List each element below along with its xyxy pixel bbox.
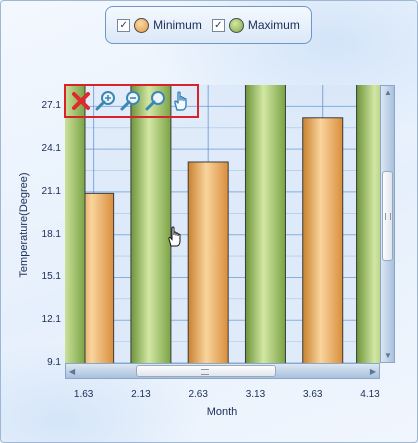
legend: ✓ Minimum ✓ Maximum [105,6,312,44]
legend-item-maximum[interactable]: ✓ Maximum [211,17,300,33]
y-axis-title: Temperature(Degree) [18,172,30,278]
vertical-scroll-thumb[interactable] [382,171,393,261]
x-tick-label: 1.63 [73,389,94,400]
y-tick-label: 21.1 [41,185,61,197]
zoom-toolbar [64,84,199,118]
minimum-checkbox[interactable]: ✓ [117,18,131,32]
x-tick-label: 2.63 [188,389,208,400]
horizontal-scrollbar[interactable]: ◀ ▶ [65,363,380,379]
bar-maximum [244,85,286,363]
y-tick-label: 27.1 [41,100,61,112]
zoom-in-icon[interactable] [94,89,118,113]
y-tick-label: 12.1 [41,314,61,326]
x-tick-label: 3.13 [245,389,266,400]
pan-hand-icon[interactable] [169,89,193,113]
horizontal-grip-icon [201,369,209,375]
maximum-checkbox[interactable]: ✓ [211,18,225,32]
hand-cursor-icon [168,226,181,247]
close-icon[interactable] [69,89,93,113]
horizontal-scroll-thumb[interactable] [136,365,276,377]
y-tick-label: 9.1 [47,357,61,368]
minimum-swatch-icon [134,17,150,33]
bar-maximum [356,85,380,363]
plot-area[interactable] [65,85,380,363]
vertical-grip-icon [385,213,391,220]
legend-label-minimum: Minimum [153,18,202,32]
bar-minimum [187,161,229,363]
maximum-swatch-icon [228,17,244,33]
zoom-reset-icon[interactable] [144,89,168,113]
scroll-right-arrow-icon[interactable]: ▶ [369,367,376,376]
y-tick-label: 24.1 [41,143,61,155]
x-tick-label: 2.13 [131,389,151,400]
x-axis-title: Month [206,406,238,418]
bar-maximum [130,85,172,363]
scroll-up-arrow-icon[interactable]: ▲ [384,88,392,97]
scroll-down-arrow-icon[interactable]: ▼ [384,351,392,360]
x-tick-label: 4.13 [360,389,380,400]
x-tick-label: 3.63 [302,389,323,400]
vertical-scrollbar[interactable]: ▲ ▼ [380,85,395,363]
bar-maximum [65,85,86,363]
zoom-out-icon[interactable] [119,89,143,113]
bar-minimum [302,117,344,363]
scroll-left-arrow-icon[interactable]: ◀ [69,367,76,376]
y-tick-label: 15.1 [41,271,61,283]
y-tick-label: 18.1 [41,228,61,240]
legend-label-maximum: Maximum [247,18,300,32]
legend-item-minimum[interactable]: ✓ Minimum [117,17,202,33]
